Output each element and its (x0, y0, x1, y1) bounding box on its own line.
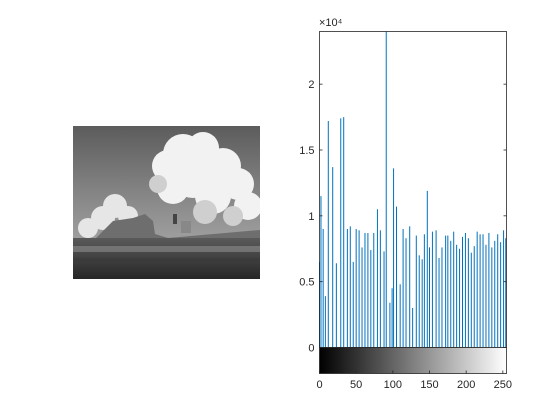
x-tick-label: 150 (420, 379, 438, 391)
x-tick-label: 0 (316, 379, 322, 391)
y-tick-label: 1 (308, 211, 314, 223)
y-axis-ticks: 0 0.5 1 1.5 2 (299, 79, 507, 355)
y-tick-label: 0 (308, 343, 314, 355)
grayscale-colorbar (319, 347, 507, 374)
y-exponent-label: ×10⁴ (319, 17, 343, 29)
x-tick-label: 100 (384, 379, 402, 391)
y-tick-label: 2 (308, 79, 314, 91)
x-tick-label: 250 (494, 379, 512, 391)
x-tick-label: 200 (457, 379, 475, 391)
y-tick-label: 1.5 (299, 145, 314, 157)
histogram-bars (319, 31, 507, 348)
grayscale-photo (73, 126, 262, 279)
x-axis-ticks: 0 50 100 150 200 250 (316, 370, 512, 391)
y-tick-label: 0.5 (299, 277, 314, 289)
x-tick-label: 50 (350, 379, 362, 391)
